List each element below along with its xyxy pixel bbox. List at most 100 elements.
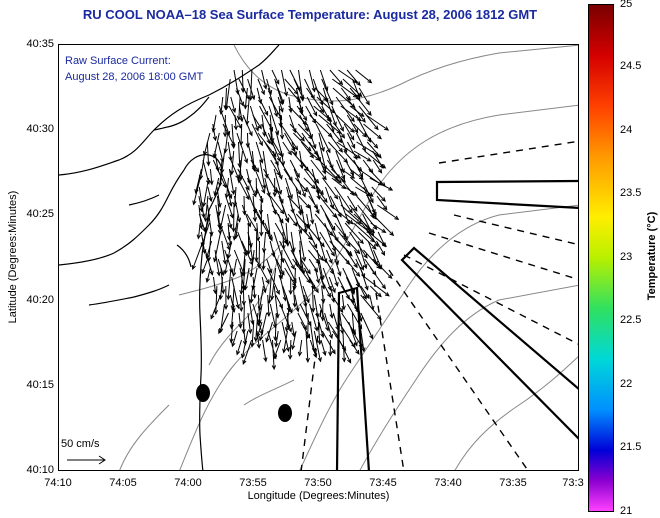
current-vector-head [231, 271, 237, 278]
current-vector-head [276, 171, 281, 177]
current-vector-head [273, 354, 278, 360]
current-vector [271, 69, 280, 85]
current-vector [299, 114, 309, 132]
current-vector [258, 285, 264, 311]
current-vector-head [323, 198, 328, 204]
current-vector-head [259, 231, 264, 237]
current-vector [295, 177, 308, 192]
current-vector [332, 312, 339, 331]
current-vector [271, 267, 277, 300]
current-vector-head [381, 197, 386, 202]
current-vector [334, 249, 339, 265]
current-vector [280, 114, 283, 139]
current-vector-head [236, 217, 242, 223]
current-vector-head [338, 80, 344, 86]
current-vector [366, 141, 382, 159]
current-vector [289, 339, 292, 359]
current-vector [345, 258, 360, 277]
current-vector-head [279, 107, 284, 113]
current-vector [239, 159, 242, 180]
current-vector-head [350, 117, 355, 123]
current-vector-head [234, 234, 239, 240]
surface-current-vectors [191, 69, 400, 371]
current-vector-head [306, 269, 311, 275]
current-vector-head [231, 108, 237, 114]
current-vector-head [317, 357, 322, 363]
current-vector [241, 240, 253, 265]
current-vector-head [287, 327, 292, 333]
current-vector [206, 141, 210, 166]
current-vector [234, 186, 237, 207]
current-vector-head [306, 278, 311, 284]
current-vector-head [358, 175, 364, 180]
current-vector [372, 159, 383, 174]
current-vector-head [229, 213, 234, 219]
current-vector-head [271, 365, 277, 371]
current-vector [207, 204, 213, 236]
current-vector-head [348, 219, 354, 225]
current-vector [230, 159, 240, 179]
current-vector [204, 213, 211, 232]
bathymetry-contours [119, 45, 578, 470]
current-vector [324, 258, 334, 274]
current-vector [198, 213, 206, 232]
temperature-colorbar [588, 4, 614, 512]
buoy-marker [278, 404, 292, 422]
current-vector-head [388, 186, 394, 191]
current-vector-head [275, 289, 280, 296]
current-vector [192, 240, 204, 270]
current-vector-head [282, 296, 287, 302]
current-vector-head [235, 303, 240, 310]
current-vector-head [355, 272, 361, 277]
current-vector [219, 222, 231, 250]
current-vector-head [326, 148, 331, 154]
current-vector-head [306, 146, 312, 152]
current-vector [309, 303, 318, 331]
current-vector [238, 78, 250, 100]
current-vector [251, 321, 255, 347]
current-vector-head [292, 221, 298, 227]
current-vector [200, 150, 206, 180]
current-vector-head [263, 357, 268, 363]
current-vector [273, 285, 279, 318]
current-vector [218, 312, 229, 334]
current-timestamp: August 28, 2006 18:00 GMT [65, 71, 204, 83]
current-vector-head [357, 219, 363, 225]
current-vector [225, 78, 231, 110]
current-vector-head [299, 94, 304, 100]
current-vector-head [271, 152, 277, 158]
current-vector-head [273, 336, 278, 342]
current-vector [197, 222, 201, 239]
current-vector [305, 330, 309, 362]
current-vector [341, 294, 345, 310]
colorbar-tick: 21.5 [620, 441, 642, 453]
current-vector-head [394, 215, 400, 221]
colorbar-tick: 25 [620, 0, 633, 10]
current-vector [341, 312, 356, 335]
current-vector [338, 231, 351, 247]
current-vector [310, 159, 327, 180]
current-vector [370, 267, 386, 289]
current-vector-head [381, 284, 386, 290]
current-vector [238, 141, 241, 168]
colorbar-tick: 22.5 [620, 314, 642, 326]
current-vector [246, 177, 257, 197]
current-vector [314, 213, 333, 236]
current-vector-head [370, 305, 375, 311]
current-vector-head [337, 271, 342, 277]
current-vector-head [239, 290, 244, 296]
current-vector [252, 114, 262, 129]
current-vector [309, 339, 317, 358]
current-vector-head [217, 182, 223, 188]
current-vector-head [353, 206, 358, 212]
current-vector-head [238, 323, 243, 329]
current-vector [227, 186, 232, 206]
current-vector [337, 303, 344, 334]
current-vector-head [323, 258, 328, 264]
current-label: Raw Surface Current: [65, 55, 171, 67]
current-vector-head [256, 321, 262, 327]
current-vector [360, 177, 374, 203]
current-vector [331, 177, 346, 189]
current-vector [331, 168, 346, 183]
current-vector [279, 276, 286, 301]
